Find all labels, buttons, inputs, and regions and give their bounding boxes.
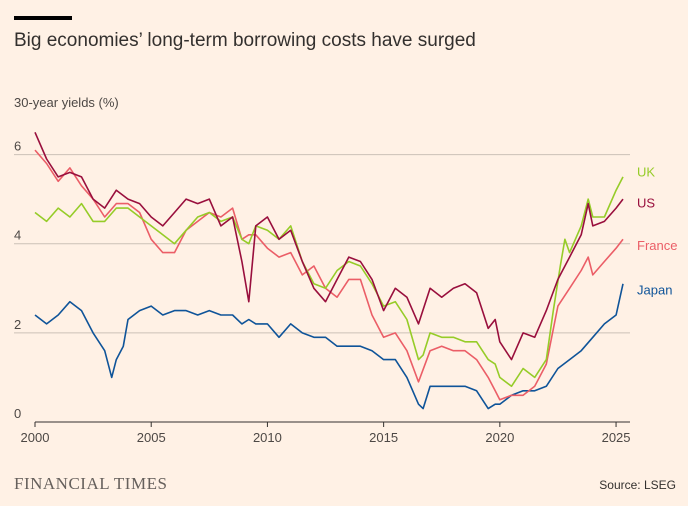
x-tick-label-2025: 2025 (602, 430, 631, 445)
series-label-france: France (637, 238, 677, 253)
grid-lines: 0 2 4 6 (14, 139, 630, 421)
series-line-uk (34, 176, 624, 388)
chart-title: Big economies’ long-term borrowing costs… (14, 30, 476, 51)
series-line-japan (34, 283, 624, 410)
y-tick-label-6: 6 (14, 139, 21, 154)
series-labels: Japan France UK US (637, 164, 677, 297)
x-tick-label-2015: 2015 (369, 430, 398, 445)
series-line-france (34, 149, 624, 401)
y-tick-label-0: 0 (14, 406, 21, 421)
x-tick-label-2010: 2010 (253, 430, 282, 445)
x-tick-label-2000: 2000 (21, 430, 50, 445)
y-axis-label: 30-year yields (%) (14, 95, 119, 110)
series-lines (34, 131, 624, 410)
y-tick-label-4: 4 (14, 228, 21, 243)
x-tick-label-2005: 2005 (137, 430, 166, 445)
x-axis: 2000 2005 2010 2015 2020 2025 (21, 421, 631, 445)
source-note: Source: LSEG (599, 478, 676, 492)
brand-logo: FINANCIAL TIMES (14, 474, 168, 493)
x-tick-label-2020: 2020 (485, 430, 514, 445)
line-chart: 0 2 4 6 2000 2005 2010 2015 2020 2025 Japan Franc… (14, 131, 677, 445)
series-label-japan: Japan (637, 283, 672, 298)
y-tick-label-2: 2 (14, 317, 21, 332)
brand-top-bar (14, 16, 72, 20)
series-line-us (34, 131, 624, 361)
series-label-us: US (637, 196, 655, 211)
series-label-uk: UK (637, 164, 655, 179)
